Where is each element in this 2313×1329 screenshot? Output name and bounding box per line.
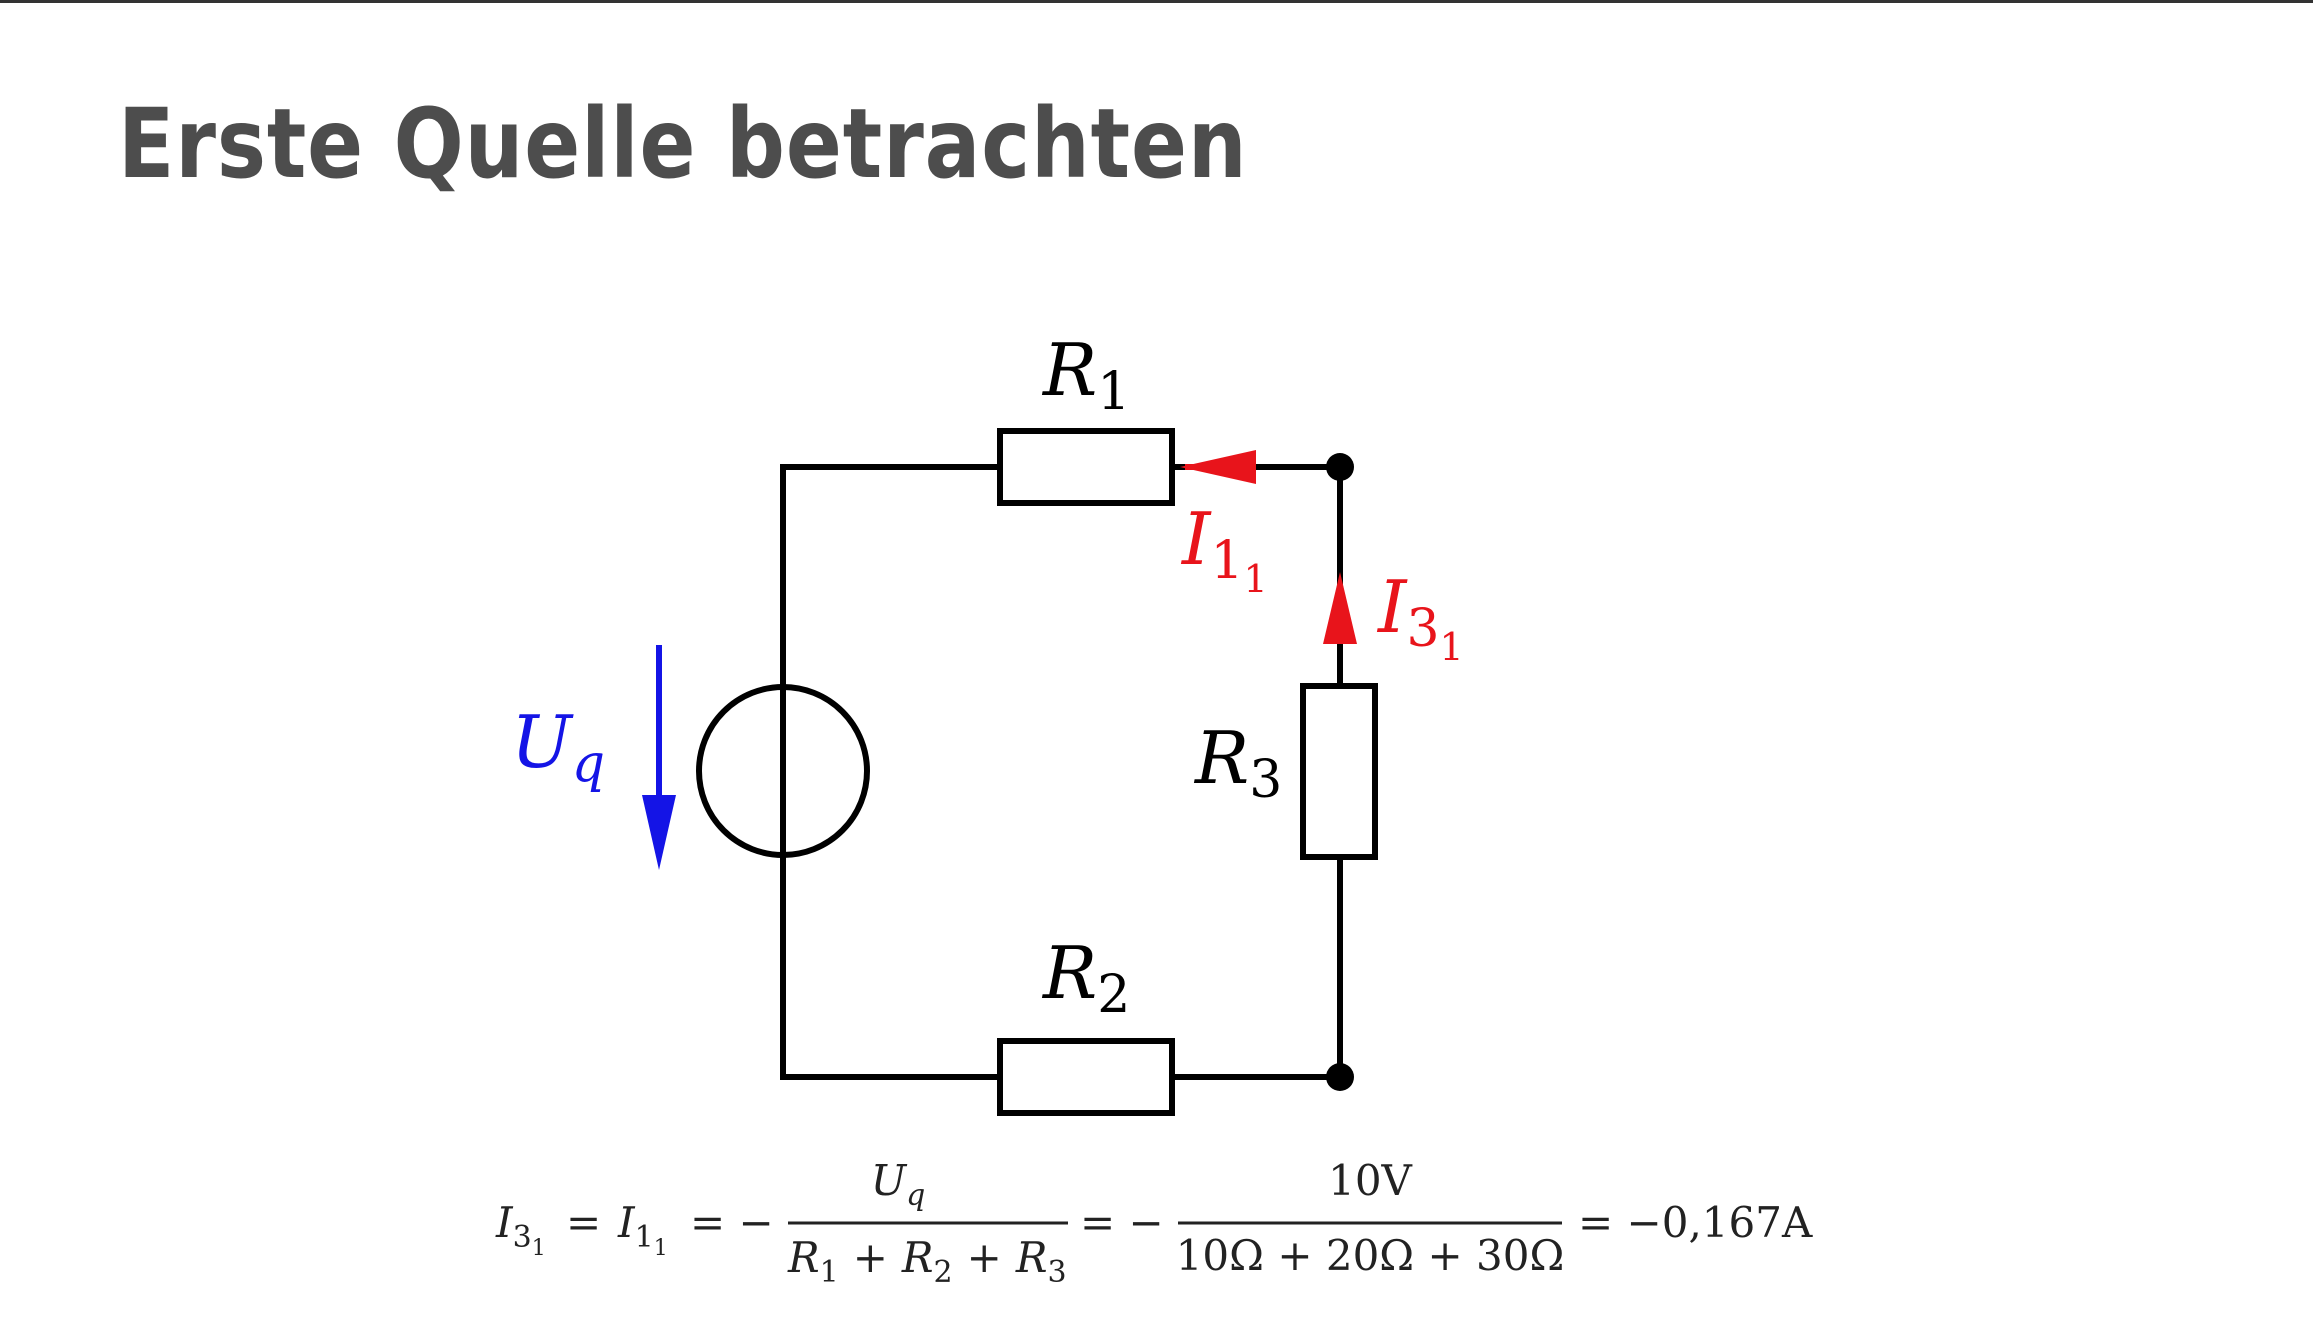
label-r1: R1 [1041,328,1130,422]
slide-title: Erste Quelle betrachten [118,88,1248,200]
resistor-r1 [997,428,1175,506]
formula-eq2: = − [690,1198,774,1247]
node-bottom-right [1326,1063,1354,1091]
label-r3: R3 [1193,716,1282,810]
node-top-right [1326,453,1354,481]
label-uq: Uq [511,700,605,794]
formula-lhs1: I31 [495,1198,546,1261]
label-i31: I31 [1376,565,1464,669]
formula-frac2-denominator: 10Ω + 20Ω + 30Ω [1176,1231,1565,1280]
formula-frac1-denominator: R1 + R2 + R3 [787,1233,1067,1290]
formula-frac1-numerator: Uq [871,1156,926,1213]
label-r2: R2 [1041,931,1130,1025]
formula-eq1: = [566,1198,601,1247]
resistor-r3 [1300,683,1378,860]
formula: I31 = I11 = − Uq R1 + R2 + R3 = − 10V 10Ω + … [495,1156,1813,1290]
top-divider-line [0,0,2313,3]
formula-result: = −0,167A [1578,1198,1813,1247]
label-i11: I11 [1180,497,1268,601]
formula-lhs2: I11 [617,1198,668,1261]
voltage-source [696,684,870,858]
current-arrow-i11 [1180,450,1256,484]
formula-frac2-numerator: 10V [1328,1156,1412,1205]
resistor-r2 [997,1038,1175,1116]
voltage-arrow-uq [642,645,676,870]
current-arrow-i31 [1323,572,1357,644]
formula-eq3: = − [1080,1198,1164,1247]
